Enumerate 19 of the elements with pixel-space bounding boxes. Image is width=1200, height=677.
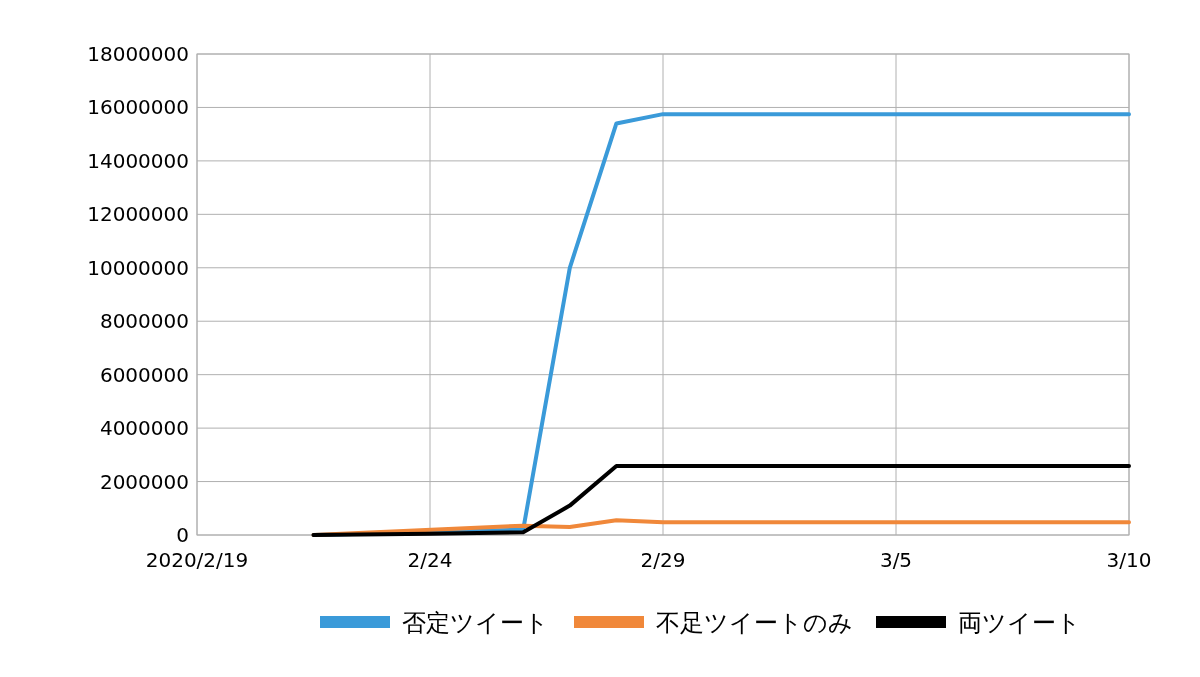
y-tick-label: 0	[176, 523, 189, 547]
legend-label: 否定ツイート	[402, 609, 549, 637]
line-series	[311, 464, 1131, 537]
x-tick-label: 2/24	[407, 548, 453, 572]
y-tick-label: 14000000	[87, 148, 189, 173]
y-tick-label: 2000000	[99, 469, 189, 494]
y-tick-label: 4000000	[99, 416, 189, 441]
x-tick-label: 3/10	[1106, 548, 1152, 572]
x-tick-label: 2/29	[640, 548, 686, 572]
y-tick-label: 8000000	[99, 309, 189, 334]
x-tick-label: 2020/2/19	[145, 548, 249, 572]
y-tick-label: 6000000	[99, 362, 189, 387]
y-tick-label: 12000000	[87, 202, 189, 227]
legend-label: 両ツイート	[958, 609, 1081, 637]
y-tick-label: 16000000	[87, 95, 189, 120]
y-tick-label: 18000000	[87, 42, 189, 66]
x-tick-label: 3/5	[879, 548, 913, 572]
y-tick-label: 10000000	[87, 255, 189, 280]
legend-label: 不足ツイートのみ	[656, 609, 853, 637]
